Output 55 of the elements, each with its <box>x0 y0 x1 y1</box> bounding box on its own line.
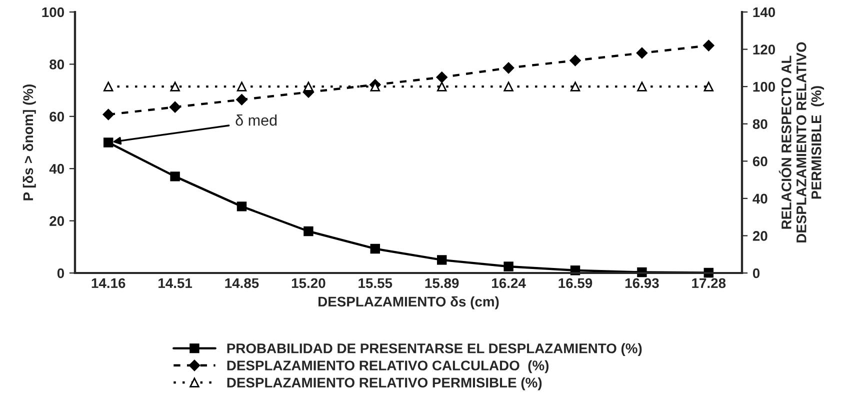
point <box>102 108 114 120</box>
point <box>103 138 114 148</box>
x-tick-label: 14.16 <box>92 278 126 288</box>
y-axis-title: P [δs > δnom] (%) <box>22 84 36 200</box>
y-tick-label: 20 <box>50 216 64 226</box>
y2-tick-label: 100 <box>753 82 776 92</box>
point <box>504 262 514 272</box>
y2-tick-label: 120 <box>753 44 776 54</box>
legend-label: DESPLAZAMIENTO RELATIVO CALCULADO (%) <box>227 360 549 374</box>
x-tick-label: 15.55 <box>358 278 392 288</box>
y2-tick-label: 80 <box>752 119 768 130</box>
y-tick-label: 80 <box>50 60 64 70</box>
point <box>370 244 380 254</box>
y-tick-label: 0 <box>57 268 64 278</box>
point <box>436 82 447 92</box>
point <box>570 54 581 66</box>
y-tick-label: 40 <box>49 164 64 174</box>
legend-label: PROBABILIDAD DE PRESENTARSE EL DESPLAZAMIENTO (%) <box>227 343 642 356</box>
point <box>637 82 647 92</box>
y2-tick-label: 0 <box>752 268 760 278</box>
point <box>236 94 248 106</box>
y2-tick-label: 60 <box>752 156 768 166</box>
x-tick-label: 14.51 <box>158 278 192 288</box>
point <box>170 172 180 182</box>
point <box>236 82 247 92</box>
x-tick-label: 16.24 <box>492 278 526 288</box>
legend-label: DESPLAZAMIENTO RELATIVO PERMISIBLE (%) <box>227 377 542 390</box>
x-tick-label: 14.85 <box>225 278 259 288</box>
y-tick-label: 60 <box>50 112 64 122</box>
y2-axis-title: RELACIÓN RESPECTO AL DESPLAZAMIENTO RELATIVO PERMISIBLE (%) <box>778 42 824 242</box>
point <box>502 62 514 74</box>
point <box>169 101 181 113</box>
point <box>636 47 648 59</box>
x-tick-label: 15.89 <box>425 278 459 288</box>
y2-tick-label: 140 <box>753 7 776 18</box>
point <box>304 82 314 92</box>
point <box>504 82 514 92</box>
point <box>103 82 114 92</box>
annotation: δ med <box>236 114 277 126</box>
x-tick-label: 15.20 <box>292 278 326 288</box>
y2-tick-label: 40 <box>752 194 768 204</box>
x-tick-label: 16.59 <box>558 278 592 288</box>
x-tick-label: 17.28 <box>692 278 726 288</box>
point <box>236 202 247 212</box>
y2-tick-label: 20 <box>752 231 768 241</box>
point <box>570 82 580 92</box>
point <box>436 72 448 83</box>
point <box>436 255 447 265</box>
point <box>304 226 314 236</box>
x-axis-title: DESPLAZAMIENTO δs (cm) <box>318 296 499 310</box>
x-tick-label: 16.93 <box>625 278 659 288</box>
point <box>170 82 180 92</box>
y-tick-label: 100 <box>42 7 64 18</box>
point <box>703 40 714 52</box>
point <box>704 82 714 92</box>
